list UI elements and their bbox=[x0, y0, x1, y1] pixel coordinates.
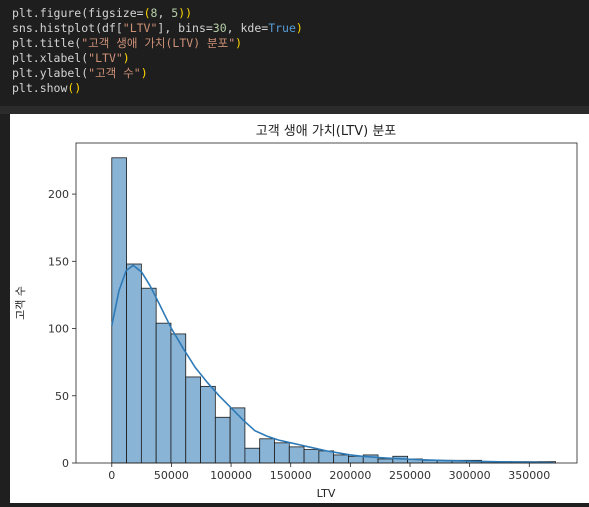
histogram-bar bbox=[185, 376, 201, 464]
y-tick-label: 100 bbox=[48, 323, 69, 336]
histogram-bar bbox=[155, 322, 172, 464]
code-token: plt.figure(figsize= bbox=[12, 6, 144, 20]
code-line: plt.xlabel("LTV") bbox=[12, 51, 303, 66]
code-line: plt.title("고객 생애 가치(LTV) 분포") bbox=[12, 36, 303, 51]
kde-line bbox=[111, 264, 554, 464]
y-tick-label: 50 bbox=[55, 390, 69, 403]
code-token: ) bbox=[295, 21, 303, 35]
code-editor[interactable]: plt.figure(figsize=(8, 5)) sns.histplot(d… bbox=[12, 6, 303, 96]
x-axis-label: LTV bbox=[317, 487, 336, 500]
histogram-bar bbox=[303, 449, 320, 464]
plot-frame bbox=[75, 142, 578, 464]
x-tick-label: 100000 bbox=[210, 469, 252, 482]
x-tick-label: 50000 bbox=[154, 469, 189, 482]
y-tick-label: 150 bbox=[48, 255, 69, 268]
histogram-bar bbox=[274, 442, 290, 464]
histogram-bar bbox=[318, 450, 335, 464]
code-token: ) bbox=[122, 51, 130, 65]
code-token: ( bbox=[143, 6, 151, 20]
code-line: plt.show() bbox=[12, 81, 303, 96]
histogram-bar bbox=[333, 454, 349, 464]
y-tick-label: 200 bbox=[48, 188, 69, 201]
x-tick-label: 0 bbox=[108, 469, 115, 482]
x-tick-label: 250000 bbox=[389, 469, 431, 482]
code-token: , bbox=[157, 6, 172, 20]
histogram-bar bbox=[214, 416, 231, 464]
code-token: "고객 생애 가치(LTV) 분포" bbox=[81, 36, 236, 50]
code-token: , kde= bbox=[226, 21, 269, 35]
cell-output: 0 50000 100000 150000 200000 250000 300000 3500… bbox=[10, 114, 589, 503]
cell-divider bbox=[0, 106, 589, 114]
code-token: "고객 수" bbox=[88, 66, 141, 80]
code-token: ], bins= bbox=[157, 21, 213, 35]
code-line: plt.ylabel("고객 수") bbox=[12, 66, 303, 81]
code-token: 30 bbox=[212, 21, 227, 35]
histogram-bar bbox=[288, 446, 305, 464]
code-token: sns.histplot(df[ bbox=[12, 21, 123, 35]
histogram-bar bbox=[259, 438, 275, 464]
code-token: plt.title( bbox=[12, 36, 82, 50]
histogram-bar bbox=[111, 157, 127, 464]
code-token: ) bbox=[185, 6, 193, 20]
code-token: "LTV" bbox=[88, 51, 123, 65]
histogram-bar bbox=[229, 407, 246, 464]
code-token: True bbox=[268, 21, 296, 35]
code-token: plt.ylabel( bbox=[12, 66, 89, 80]
code-cell[interactable]: plt.figure(figsize=(8, 5)) sns.histplot(d… bbox=[0, 0, 589, 106]
code-token: ) bbox=[178, 6, 186, 20]
code-token: 8 bbox=[150, 6, 158, 20]
code-token: 5 bbox=[171, 6, 179, 20]
histogram-chart: 0 50000 100000 150000 200000 250000 300000 3500… bbox=[14, 124, 578, 500]
code-line: plt.figure(figsize=(8, 5)) bbox=[12, 6, 303, 21]
histogram-bar bbox=[348, 455, 364, 464]
histogram-bar bbox=[126, 263, 142, 464]
histogram-bar bbox=[200, 385, 216, 464]
code-token: ) bbox=[140, 66, 148, 80]
histogram-bar bbox=[170, 333, 187, 464]
histogram-bar bbox=[140, 287, 157, 464]
histogram-bar bbox=[244, 447, 261, 464]
code-line: sns.histplot(df["LTV"], bins=30, kde=Tru… bbox=[12, 21, 303, 36]
x-tick-label: 150000 bbox=[270, 469, 312, 482]
histogram-bar bbox=[377, 458, 394, 464]
code-token: plt.show bbox=[12, 81, 68, 95]
code-token: () bbox=[67, 81, 82, 95]
x-tick-label: 200000 bbox=[329, 469, 371, 482]
y-axis-label: 고객 수 bbox=[14, 286, 27, 320]
code-token: ) bbox=[235, 36, 243, 50]
chart-title: 고객 생애 가치(LTV) 분포 bbox=[256, 124, 397, 139]
y-tick-label: 0 bbox=[62, 457, 69, 470]
x-tick-label: 350000 bbox=[508, 469, 550, 482]
code-token: plt.xlabel( bbox=[12, 51, 89, 65]
code-token: "LTV" bbox=[122, 21, 158, 35]
x-tick-label: 300000 bbox=[449, 469, 491, 482]
